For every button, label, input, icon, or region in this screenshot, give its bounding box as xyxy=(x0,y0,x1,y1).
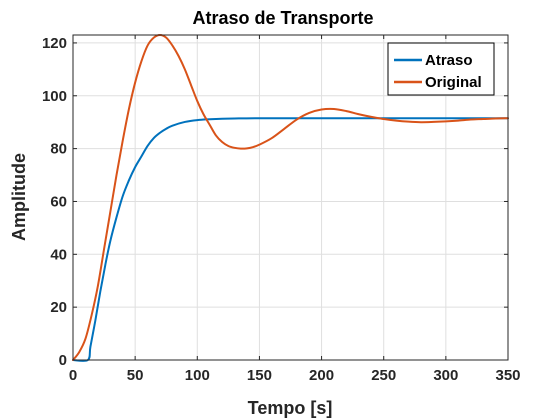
plot-box xyxy=(72,34,509,361)
x-tick-label: 150 xyxy=(247,367,272,384)
x-tick-label: 250 xyxy=(371,367,396,384)
legend-label-atraso: Atraso xyxy=(425,52,473,69)
y-tick-label: 80 xyxy=(50,141,67,158)
series-lines xyxy=(72,34,509,362)
tick-marks xyxy=(72,35,509,361)
series-line-atraso xyxy=(72,117,509,362)
x-tick-label: 0 xyxy=(69,367,77,384)
x-tick-label: 300 xyxy=(433,367,458,384)
x-axis-label: Tempo [s] xyxy=(248,398,333,418)
legend-box xyxy=(387,42,495,96)
legend: Atraso Original xyxy=(387,42,495,96)
y-tick-label: 120 xyxy=(42,35,67,52)
x-tick-label: 350 xyxy=(495,367,520,384)
series-line-original xyxy=(72,34,509,361)
y-axis-label: Amplitude xyxy=(9,153,29,241)
y-tick-label: 0 xyxy=(59,352,67,369)
y-tick-label: 40 xyxy=(50,246,67,263)
y-tick-label: 20 xyxy=(50,299,67,316)
x-tick-label: 50 xyxy=(127,367,144,384)
x-tick-label: 200 xyxy=(309,367,334,384)
legend-label-original: Original xyxy=(425,74,482,91)
x-tick-label: 100 xyxy=(185,367,210,384)
y-tick-label: 60 xyxy=(50,193,67,210)
y-tick-label: 100 xyxy=(42,88,67,105)
chart-title: Atraso de Transporte xyxy=(192,8,373,28)
